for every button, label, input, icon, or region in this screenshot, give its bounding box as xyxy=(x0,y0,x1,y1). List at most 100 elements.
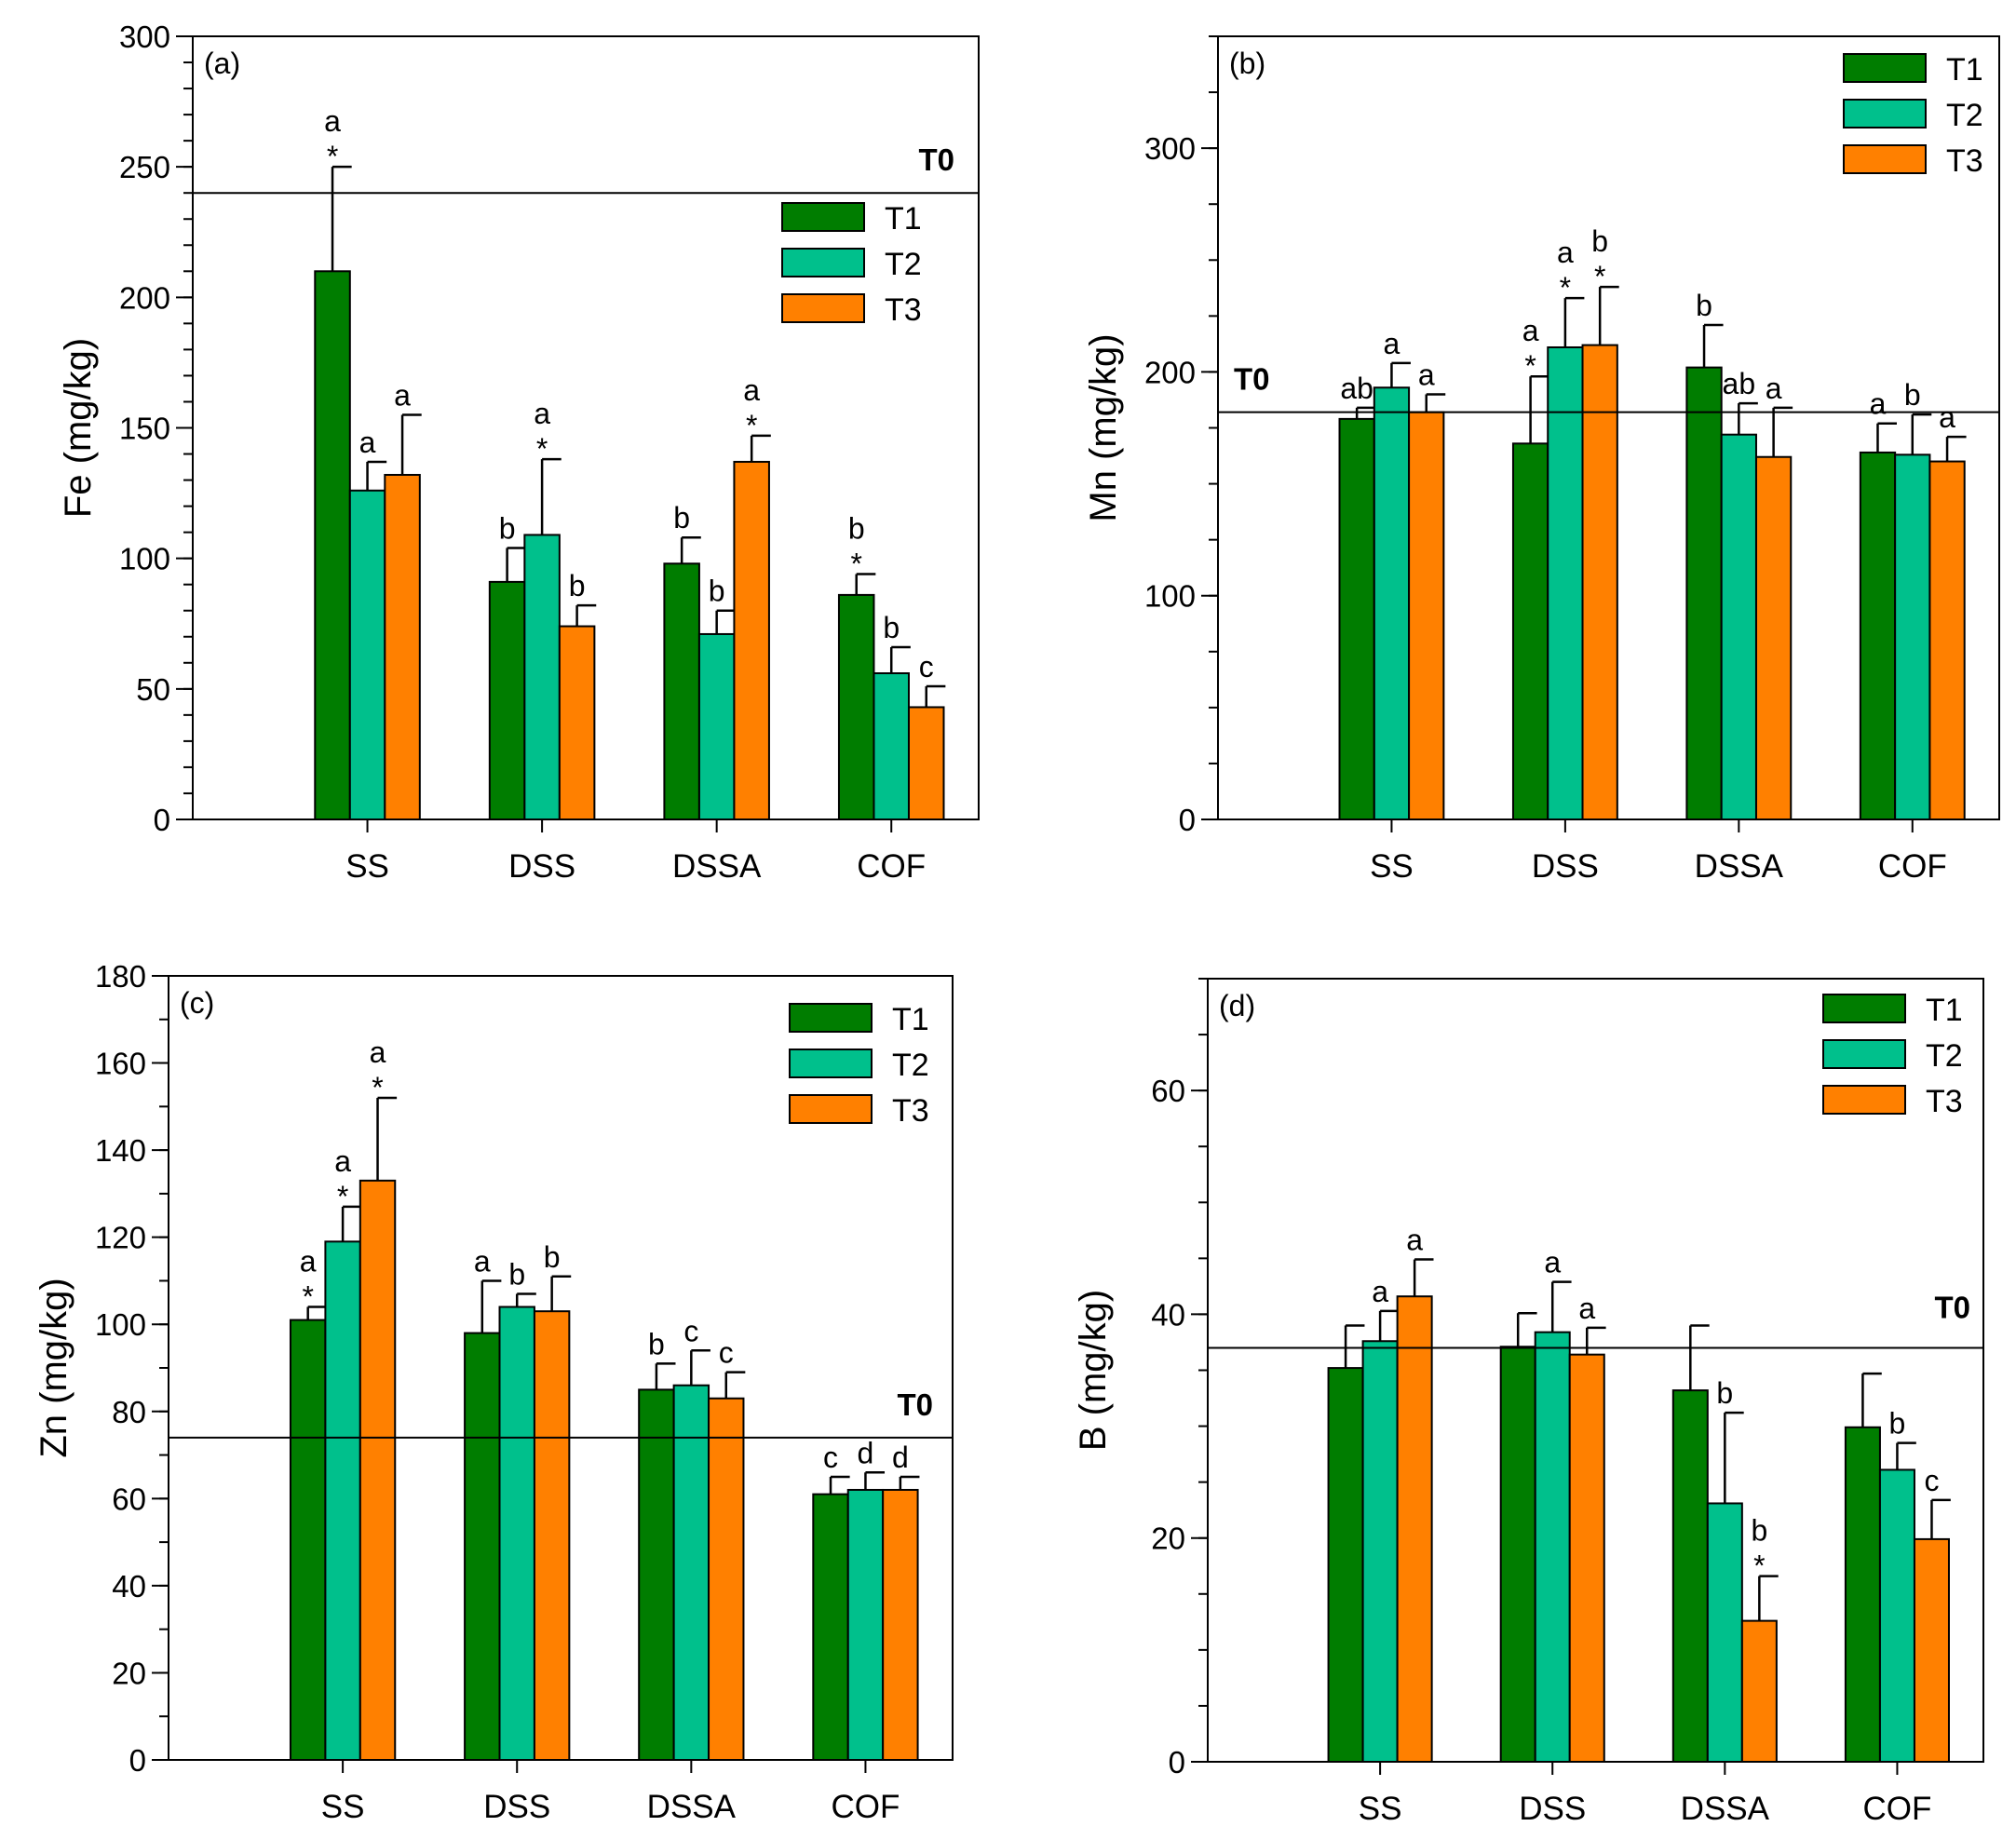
y-tick-label: 50 xyxy=(136,672,170,707)
x-tick-label: DSS xyxy=(508,848,575,885)
bar-t1 xyxy=(1671,1389,1709,1764)
x-tick-label: DSS xyxy=(1519,1791,1586,1827)
significance-star: * xyxy=(327,140,338,173)
significance-letter: a xyxy=(474,1244,491,1278)
significance-star: * xyxy=(372,1071,383,1104)
y-tick-label: 80 xyxy=(112,1395,146,1429)
significance-letter: b xyxy=(648,1327,665,1360)
legend-swatch-t1 xyxy=(1843,53,1927,83)
legend-label: T1 xyxy=(885,201,922,237)
y-tick-label: 100 xyxy=(1144,579,1196,614)
bar-t3 xyxy=(733,460,770,820)
y-axis-label: Mn (mg/kg) xyxy=(1083,333,1124,521)
legend-swatch-t1 xyxy=(1822,994,1906,1023)
significance-star: * xyxy=(1524,349,1536,383)
bar-t2 xyxy=(324,1240,361,1762)
reference-label: T0 xyxy=(918,142,954,177)
bar-t3 xyxy=(1740,1619,1778,1763)
y-tick-label: 0 xyxy=(1179,803,1196,837)
significance-star: * xyxy=(1560,271,1571,304)
bar-t3 xyxy=(907,706,945,820)
x-tick-label: COF xyxy=(1878,848,1947,885)
significance-letter: b xyxy=(1591,224,1608,258)
y-axis-label: Zn (mg/kg) xyxy=(34,1278,74,1457)
significance-letter: a xyxy=(334,1144,351,1178)
reference-label: T0 xyxy=(897,1387,933,1422)
significance-letter: b xyxy=(1889,1407,1906,1441)
significance-star: * xyxy=(1594,260,1605,293)
x-tick-label: DSSA xyxy=(1681,1791,1770,1827)
bar-t3 xyxy=(1913,1537,1950,1764)
significance-letter: c xyxy=(719,1336,734,1370)
significance-letter: b xyxy=(544,1240,561,1274)
significance-letter: a xyxy=(1544,1246,1561,1279)
panel-label: (d) xyxy=(1219,989,1255,1022)
bar-t2 xyxy=(873,672,910,820)
bar-t1 xyxy=(663,562,700,820)
y-tick-label: 0 xyxy=(154,803,170,837)
significance-letter: a xyxy=(1766,372,1782,405)
bar-t3 xyxy=(384,473,421,820)
bar-t3 xyxy=(1408,411,1445,820)
significance-star: * xyxy=(1753,1549,1765,1583)
significance-letter: ab xyxy=(1723,367,1756,400)
significance-star: * xyxy=(536,432,548,466)
significance-star: * xyxy=(302,1280,313,1314)
x-tick-label: SS xyxy=(1370,848,1414,885)
significance-letter: a xyxy=(1406,1224,1423,1257)
legend-label: T2 xyxy=(892,1048,929,1083)
y-tick-label: 20 xyxy=(1151,1522,1185,1556)
legend-label: T3 xyxy=(892,1093,929,1129)
bar-t3 xyxy=(1396,1295,1433,1763)
y-tick-label: 250 xyxy=(119,150,170,184)
y-tick-label: 180 xyxy=(95,959,146,994)
bar-t3 xyxy=(1581,344,1618,820)
significance-letter: a xyxy=(743,373,760,407)
x-tick-label: SS xyxy=(345,848,389,885)
legend-label: T1 xyxy=(1946,52,1983,88)
bar-t1 xyxy=(1327,1367,1364,1764)
bar-t2 xyxy=(697,632,736,820)
bar-t2 xyxy=(672,1384,710,1761)
significance-letter: d xyxy=(892,1441,909,1474)
significance-star: * xyxy=(850,547,861,580)
legend-label: T2 xyxy=(1926,1038,1963,1074)
x-tick-label: DSS xyxy=(1532,848,1599,885)
significance-letter: b xyxy=(1716,1376,1733,1410)
bar-t1 xyxy=(837,593,875,820)
legend-label: T2 xyxy=(885,247,922,282)
legend-label: T3 xyxy=(885,292,922,328)
legend-swatch-t2 xyxy=(1843,99,1927,129)
significance-letter: a xyxy=(1384,327,1400,360)
significance-letter: b xyxy=(1696,289,1712,322)
legend-swatch-t2 xyxy=(781,248,865,277)
bar-t1 xyxy=(314,270,351,820)
significance-letter: a xyxy=(1522,314,1539,347)
panel-a: 0 50 100 150 200 250 300 Fe (mg/kg) (a) SS DSS DSSA… xyxy=(58,20,980,885)
significance-letter: a xyxy=(324,104,341,138)
bar-t1 xyxy=(464,1332,501,1761)
significance-letter: c xyxy=(919,650,934,683)
significance-letter: d xyxy=(858,1436,874,1469)
y-tick-label: 160 xyxy=(95,1047,146,1081)
x-tick-label: SS xyxy=(321,1789,365,1825)
legend-label: T3 xyxy=(1946,143,1983,179)
legend-swatch-t3 xyxy=(1843,144,1927,174)
reference-label: T0 xyxy=(1234,362,1270,397)
bar-t1 xyxy=(488,580,526,820)
significance-letter: c xyxy=(823,1441,838,1474)
panel-label: (b) xyxy=(1229,47,1265,80)
y-tick-label: 40 xyxy=(112,1569,146,1603)
x-tick-label: DSSA xyxy=(1695,848,1784,885)
y-tick-label: 120 xyxy=(95,1221,146,1255)
significance-letter: a xyxy=(1870,387,1887,421)
bar-t2 xyxy=(523,534,561,820)
panel-label: (a) xyxy=(204,47,240,80)
legend-swatch-t2 xyxy=(789,1049,873,1078)
significance-letter: b xyxy=(569,569,586,602)
bar-t2 xyxy=(1361,1340,1399,1763)
x-tick-label: COF xyxy=(857,848,926,885)
